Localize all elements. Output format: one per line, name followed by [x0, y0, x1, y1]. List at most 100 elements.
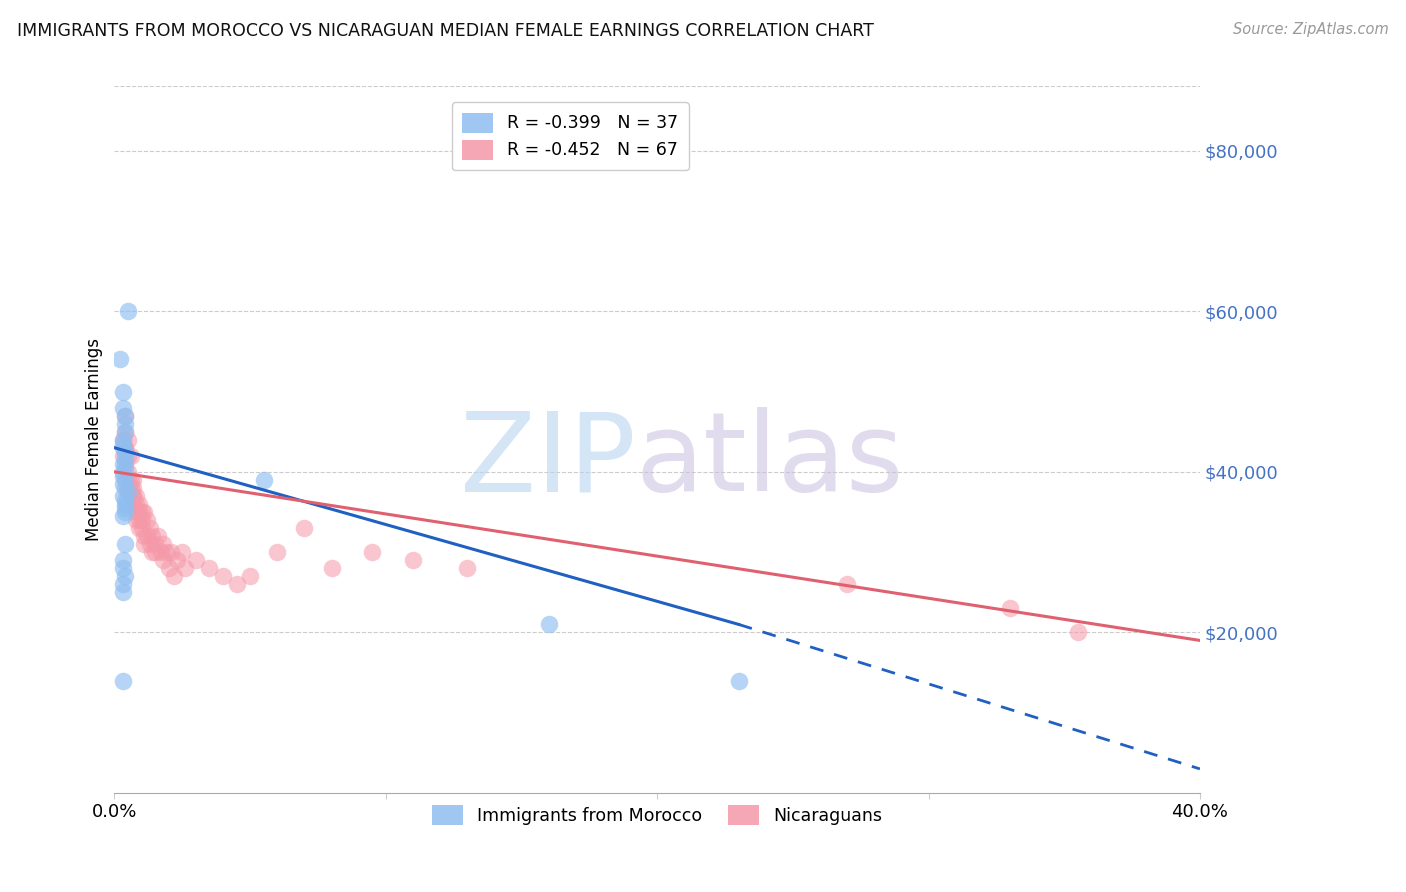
- Point: [111, 441, 134, 455]
- Point: [122, 489, 145, 503]
- Point: [122, 497, 145, 511]
- Point: [111, 433, 134, 447]
- Point: [117, 473, 139, 487]
- Point: [998, 601, 1021, 615]
- Point: [114, 505, 136, 519]
- Point: [152, 553, 174, 567]
- Point: [122, 481, 145, 495]
- Point: [117, 449, 139, 463]
- Point: [114, 481, 136, 495]
- Point: [225, 577, 247, 591]
- Point: [111, 436, 134, 450]
- Point: [117, 304, 139, 318]
- Point: [114, 425, 136, 439]
- Point: [134, 529, 156, 543]
- Point: [157, 561, 180, 575]
- Point: [120, 473, 142, 487]
- Point: [134, 505, 156, 519]
- Point: [125, 513, 148, 527]
- Point: [114, 409, 136, 423]
- Point: [111, 449, 134, 463]
- Point: [136, 529, 159, 543]
- Point: [292, 521, 315, 535]
- Point: [117, 433, 139, 447]
- Point: [111, 577, 134, 591]
- Point: [152, 537, 174, 551]
- Text: ZIP: ZIP: [460, 408, 636, 515]
- Point: [117, 484, 139, 499]
- Point: [131, 521, 153, 535]
- Point: [117, 481, 139, 495]
- Point: [111, 508, 134, 523]
- Point: [160, 545, 183, 559]
- Point: [114, 444, 136, 458]
- Point: [727, 673, 749, 688]
- Point: [141, 545, 163, 559]
- Point: [253, 473, 276, 487]
- Text: atlas: atlas: [636, 408, 904, 515]
- Point: [122, 489, 145, 503]
- Point: [266, 545, 288, 559]
- Point: [198, 561, 221, 575]
- Point: [114, 500, 136, 515]
- Point: [120, 481, 142, 495]
- Point: [212, 569, 235, 583]
- Point: [166, 553, 188, 567]
- Point: [122, 473, 145, 487]
- Point: [114, 441, 136, 455]
- Point: [837, 577, 859, 591]
- Point: [111, 457, 134, 471]
- Point: [111, 553, 134, 567]
- Point: [111, 433, 134, 447]
- Point: [111, 401, 134, 415]
- Point: [114, 457, 136, 471]
- Point: [114, 473, 136, 487]
- Point: [111, 673, 134, 688]
- Point: [321, 561, 343, 575]
- Point: [108, 352, 131, 367]
- Point: [111, 465, 134, 479]
- Point: [402, 553, 425, 567]
- Point: [114, 537, 136, 551]
- Point: [125, 497, 148, 511]
- Point: [114, 417, 136, 431]
- Point: [125, 489, 148, 503]
- Text: IMMIGRANTS FROM MOROCCO VS NICARAGUAN MEDIAN FEMALE EARNINGS CORRELATION CHART: IMMIGRANTS FROM MOROCCO VS NICARAGUAN ME…: [17, 22, 873, 40]
- Point: [117, 465, 139, 479]
- Point: [111, 468, 134, 483]
- Point: [138, 521, 160, 535]
- Point: [114, 452, 136, 467]
- Point: [111, 384, 134, 399]
- Point: [163, 569, 186, 583]
- Point: [120, 449, 142, 463]
- Point: [125, 505, 148, 519]
- Point: [136, 513, 159, 527]
- Point: [114, 449, 136, 463]
- Point: [111, 489, 134, 503]
- Point: [128, 521, 150, 535]
- Point: [361, 545, 384, 559]
- Point: [114, 441, 136, 455]
- Point: [141, 529, 163, 543]
- Point: [111, 585, 134, 599]
- Point: [128, 513, 150, 527]
- Point: [184, 553, 207, 567]
- Point: [131, 505, 153, 519]
- Text: Source: ZipAtlas.com: Source: ZipAtlas.com: [1233, 22, 1389, 37]
- Point: [172, 545, 194, 559]
- Point: [128, 505, 150, 519]
- Point: [174, 561, 197, 575]
- Point: [114, 460, 136, 475]
- Point: [131, 513, 153, 527]
- Point: [149, 545, 172, 559]
- Legend: Immigrants from Morocco, Nicaraguans: Immigrants from Morocco, Nicaraguans: [423, 797, 891, 834]
- Point: [114, 569, 136, 583]
- Point: [134, 537, 156, 551]
- Y-axis label: Median Female Earnings: Median Female Earnings: [86, 338, 103, 541]
- Point: [146, 529, 169, 543]
- Point: [143, 537, 166, 551]
- Point: [537, 617, 560, 632]
- Point: [143, 545, 166, 559]
- Point: [111, 476, 134, 491]
- Point: [138, 537, 160, 551]
